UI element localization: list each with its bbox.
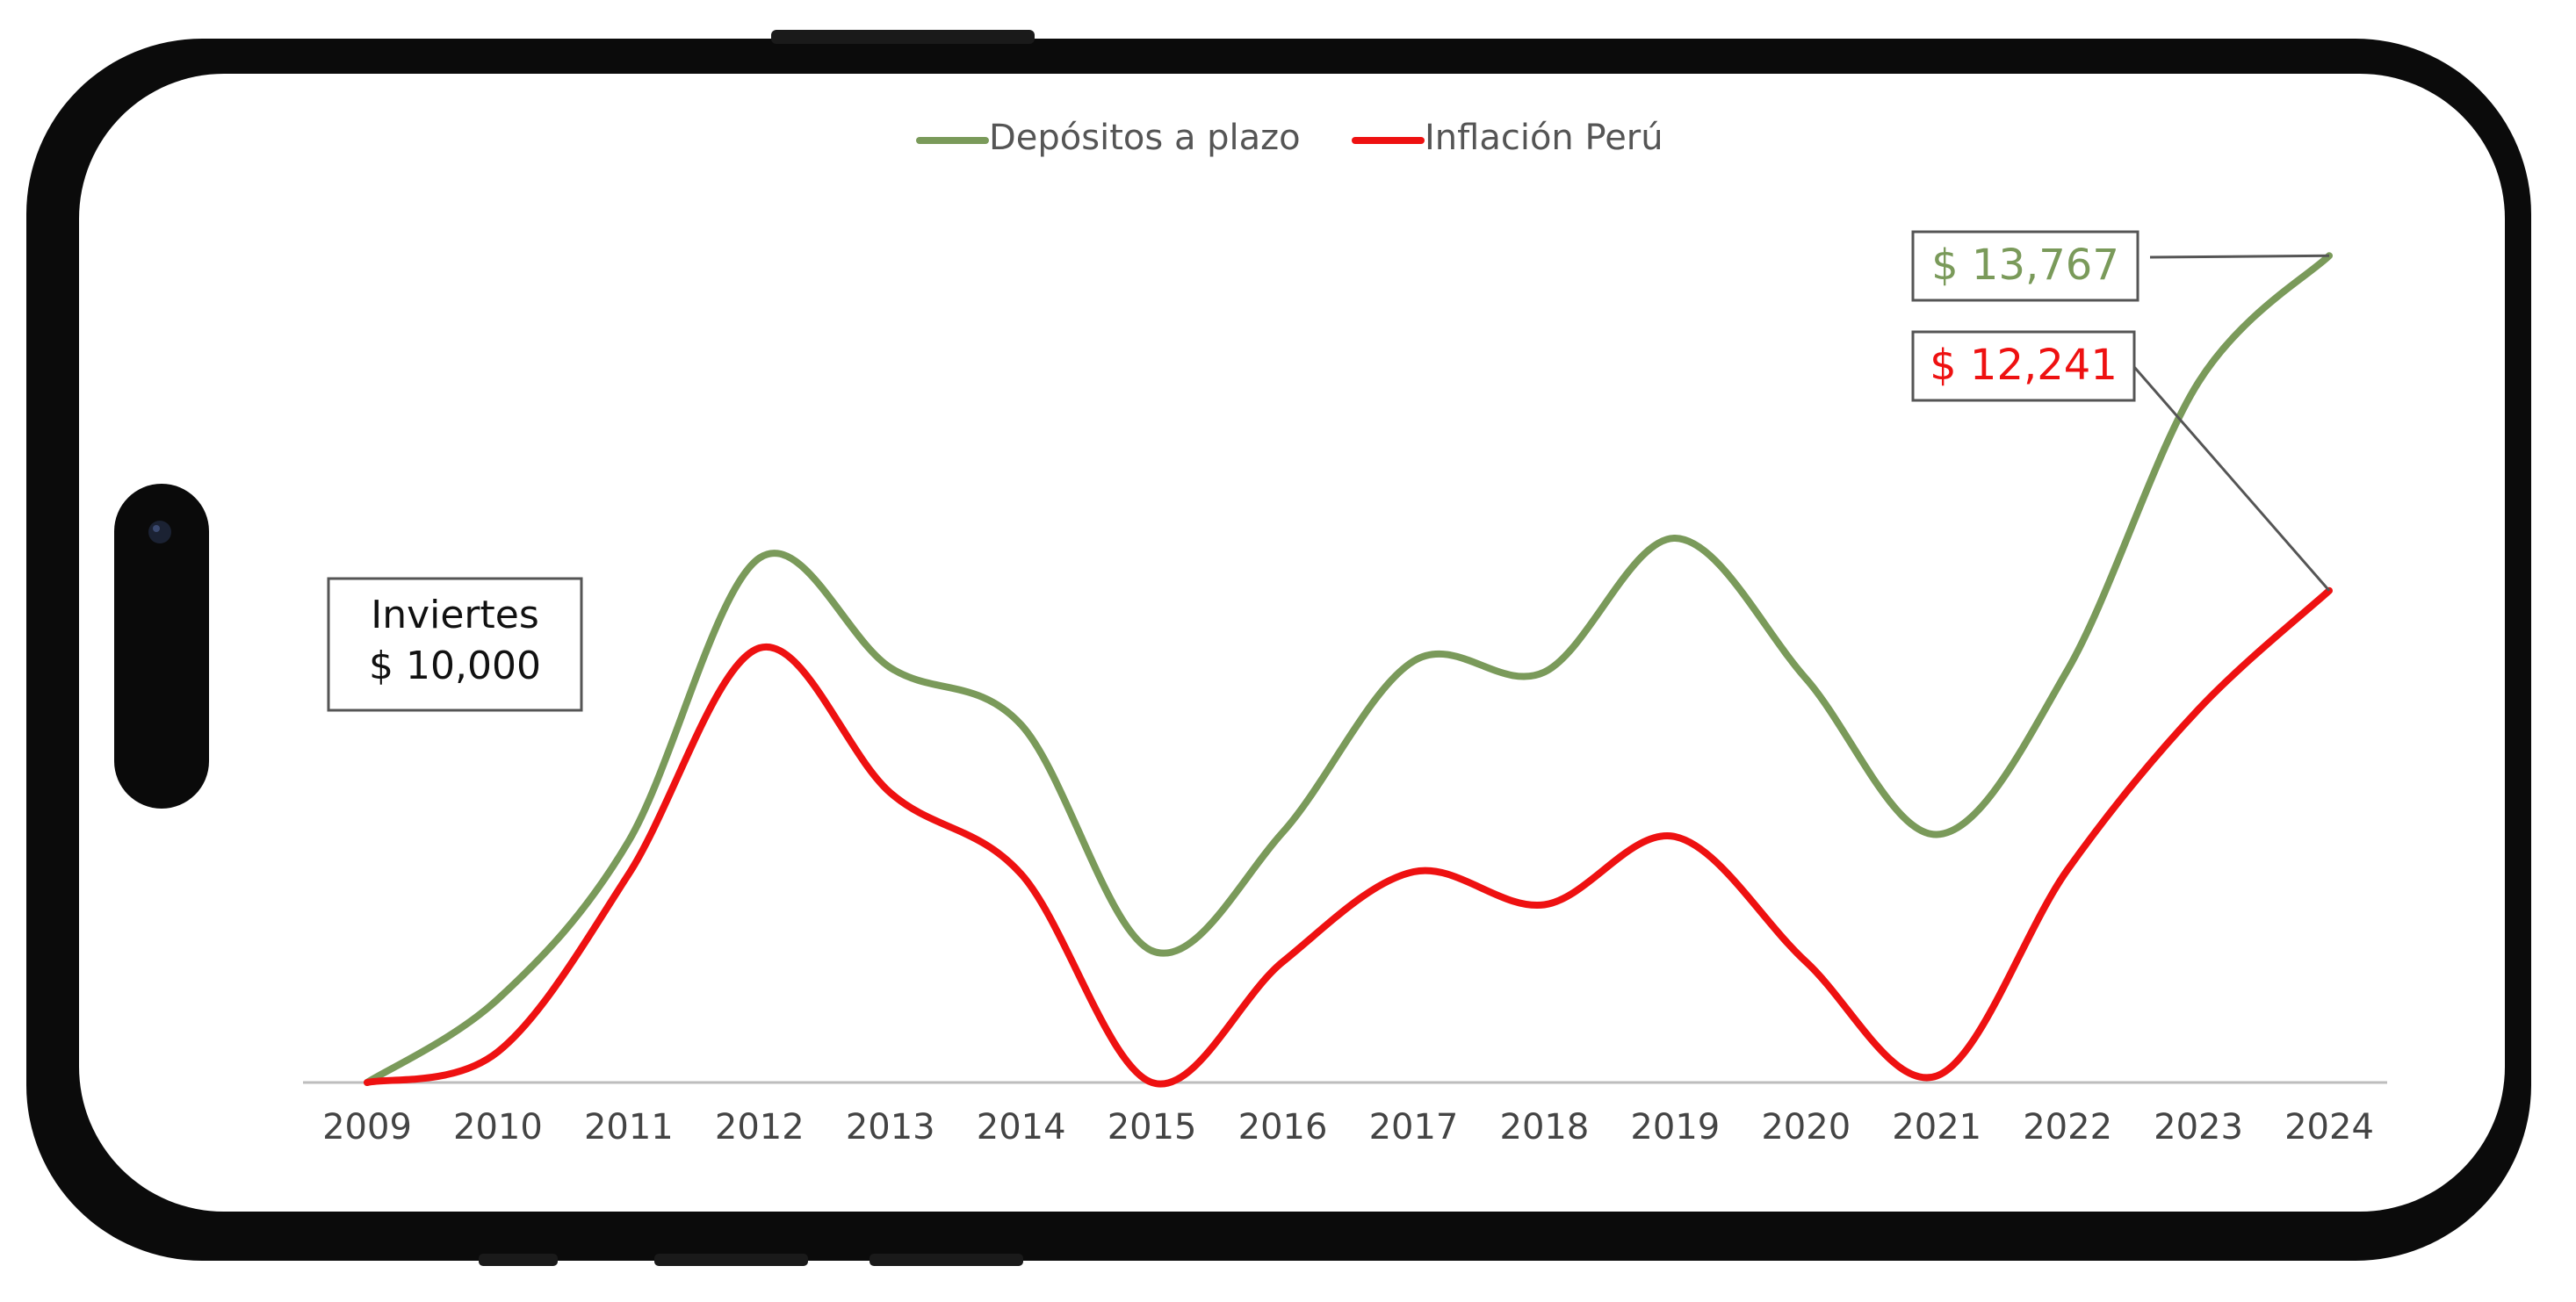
start-annotation-line1: Inviertes [371, 593, 539, 637]
phone-bottom-button-2 [654, 1254, 808, 1266]
x-tick-label: 2014 [977, 1107, 1066, 1147]
phone-bottom-button-3 [869, 1254, 1023, 1266]
x-tick-label: 2009 [322, 1107, 412, 1147]
phone-bottom-button-1 [479, 1254, 558, 1266]
legend-label-inflacion: Inflación Perú [1425, 118, 1663, 158]
camera-lens-icon [148, 521, 171, 543]
series-line-depositos [364, 252, 2333, 1086]
end-annotation-box-depositos [1911, 230, 2139, 302]
series-line-inflacion [364, 586, 2333, 1088]
x-tick-label: 2012 [715, 1107, 805, 1147]
x-tick-label: 2023 [2154, 1107, 2243, 1147]
x-tick-label: 2022 [2023, 1107, 2112, 1147]
x-tick-label: 2016 [1238, 1107, 1328, 1147]
x-tick-label: 2017 [1369, 1107, 1459, 1147]
x-tick-label: 2011 [584, 1107, 674, 1147]
phone-top-button [771, 30, 1035, 44]
x-tick-label: 2024 [2284, 1107, 2374, 1147]
dynamic-island [114, 484, 209, 809]
x-tick-label: 2021 [1892, 1107, 1981, 1147]
phone-screen [79, 74, 2505, 1212]
camera-reflection [153, 525, 160, 532]
x-tick-label: 2020 [1761, 1107, 1851, 1147]
x-tick-label: 2015 [1108, 1107, 1197, 1147]
leader-line-inflacion [2132, 366, 2331, 592]
x-tick-label: 2010 [453, 1107, 543, 1147]
end-value-depositos: $ 13,767 [1931, 241, 2119, 290]
start-annotation-line2: $ 10,000 [369, 644, 541, 688]
end-value-inflacion: $ 12,241 [1930, 341, 2118, 390]
x-axis-tick-labels: 2009 2010 2011 2012 2013 2014 2015 2016 2017 2018… [322, 1107, 2374, 1147]
leader-line-depositos [2149, 254, 2330, 259]
end-annotation-box-inflacion [1911, 330, 2136, 402]
legend-label-depositos: Depósitos a plazo [989, 118, 1301, 158]
x-tick-label: 2018 [1500, 1107, 1590, 1147]
x-tick-label: 2013 [846, 1107, 935, 1147]
x-tick-label: 2019 [1630, 1107, 1720, 1147]
start-annotation-box [327, 577, 583, 712]
